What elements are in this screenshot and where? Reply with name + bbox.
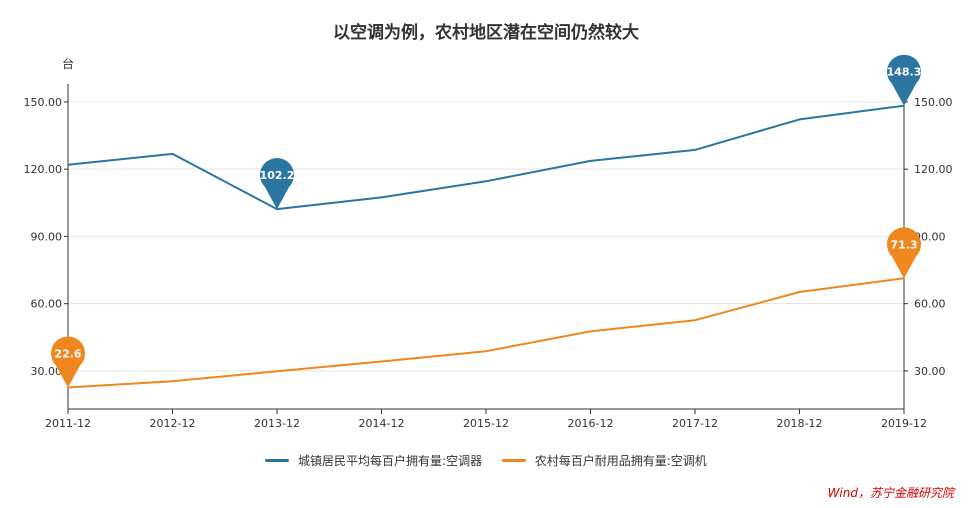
y-tick-label-left: 120.00 [24,163,63,176]
y-axis-unit-label: 台 [62,57,75,71]
y-tick-label-right: 60.00 [914,298,946,311]
chart-title: 以空调为例，农村地区潜在空间仍然较大 [333,23,639,43]
y-tick-label-left: 30.00 [31,365,63,378]
legend-label-urban: 城镇居民平均每百户拥有量:空调器 [298,454,483,468]
series-line-rural [67,277,905,389]
x-tick-label: 2017-12 [672,417,718,430]
data-label: 71.3 [890,238,917,251]
legend-item-urban[interactable]: 城镇居民平均每百户拥有量:空调器 [265,452,482,469]
x-tick-label: 2011-12 [45,417,91,430]
x-tick-label: 2013-12 [254,417,300,430]
data-label: 102.2 [260,169,295,182]
x-tick-label: 2014-12 [359,417,405,430]
legend-swatch-rural [501,459,526,462]
y-tick-label-right: 30.00 [914,365,946,378]
y-tick-label-right: 120.00 [914,163,953,176]
y-tick-label-right: 150.00 [914,96,953,109]
x-tick-label: 2016-12 [568,417,614,430]
x-tick-label: 2015-12 [463,417,509,430]
data-label: 22.6 [54,347,81,360]
data-pin-marker [886,227,921,279]
data-pin-marker [51,336,85,388]
data-pin-marker [260,158,294,210]
legend-swatch-urban [265,459,290,462]
x-tick-label: 2012-12 [150,417,196,430]
y-tick-label-right: 90.00 [914,230,946,243]
series-line-urban [67,104,905,211]
x-tick-label: 2018-12 [777,417,823,430]
data-pin-marker [886,54,921,106]
legend: 城镇居民平均每百户拥有量:空调器 农村每百户耐用品拥有量:空调机 [0,452,972,469]
legend-item-rural[interactable]: 农村每百户耐用品拥有量:空调机 [501,452,707,469]
y-tick-label-left: 60.00 [31,298,63,311]
data-label: 148.3 [887,66,922,79]
source-note: Wind，苏宁金融研究院 [827,486,954,500]
legend-label-rural: 农村每百户耐用品拥有量:空调机 [534,454,707,468]
y-tick-label-left: 150.00 [24,96,63,109]
x-tick-label: 2019-12 [881,417,927,430]
y-tick-label-left: 90.00 [31,230,63,243]
